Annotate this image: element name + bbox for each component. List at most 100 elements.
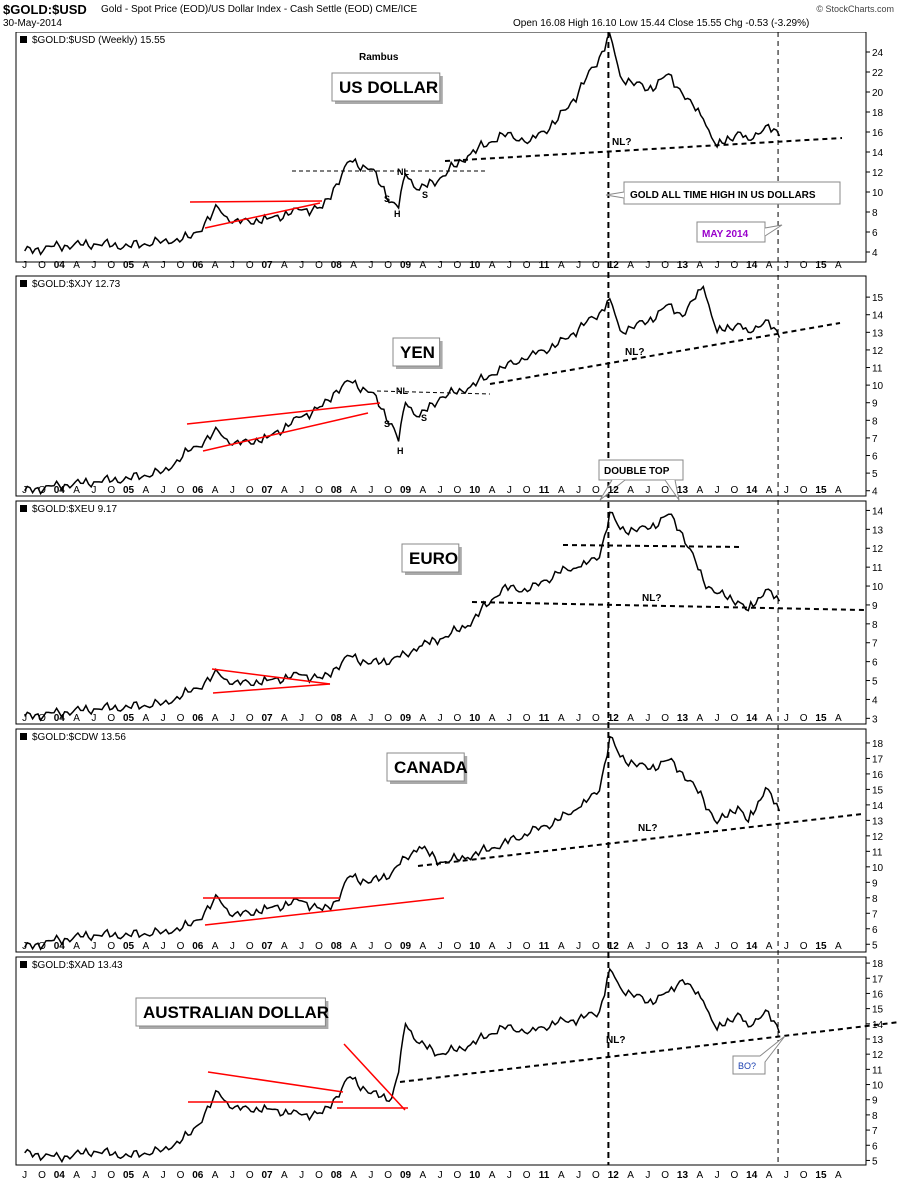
x-tick-label: J bbox=[91, 260, 96, 271]
x-tick-label: O bbox=[177, 1170, 185, 1181]
x-tick-label: O bbox=[454, 260, 462, 271]
x-tick-label: 06 bbox=[192, 713, 204, 724]
x-tick-label: A bbox=[627, 260, 634, 271]
x-tick-label: J bbox=[91, 941, 96, 952]
x-tick-label: 04 bbox=[54, 485, 66, 496]
x-tick-label: J bbox=[299, 1170, 304, 1181]
panel-legend: $GOLD:$XJY 12.73 bbox=[32, 279, 121, 290]
y-tick-label: 10 bbox=[872, 863, 884, 874]
title-box bbox=[401, 543, 460, 573]
x-tick-label: 14 bbox=[746, 713, 758, 724]
x-tick-label: J bbox=[645, 260, 650, 271]
x-tick-label: O bbox=[177, 941, 185, 952]
x-tick-label: O bbox=[384, 941, 392, 952]
x-tick-label: J bbox=[507, 485, 512, 496]
x-tick-label: O bbox=[592, 1170, 600, 1181]
x-tick-label: O bbox=[523, 485, 531, 496]
x-tick-label: A bbox=[627, 941, 634, 952]
symbol-title: $GOLD:$USD bbox=[3, 2, 87, 17]
y-tick-label: 6 bbox=[872, 452, 878, 463]
x-tick-label: J bbox=[715, 485, 720, 496]
bo-callout-box bbox=[732, 1055, 766, 1075]
x-tick-label: J bbox=[438, 941, 443, 952]
y-tick-label: 10 bbox=[872, 582, 884, 593]
x-tick-label: J bbox=[91, 485, 96, 496]
bo-label: BO? bbox=[738, 1061, 756, 1071]
x-tick-label: J bbox=[22, 260, 27, 271]
x-tick-label: O bbox=[107, 260, 115, 271]
x-tick-label: O bbox=[38, 713, 46, 724]
x-tick-label: A bbox=[419, 1170, 426, 1181]
x-tick-label: O bbox=[38, 1170, 46, 1181]
panel-legend: $GOLD:$XAD 13.43 bbox=[32, 960, 123, 971]
x-tick-label: J bbox=[299, 713, 304, 724]
y-tick-label: 5 bbox=[872, 940, 878, 951]
x-tick-label: J bbox=[22, 1170, 27, 1181]
x-tick-label: J bbox=[715, 1170, 720, 1181]
x-tick-label: A bbox=[350, 1170, 357, 1181]
x-tick-label: J bbox=[91, 713, 96, 724]
price-line bbox=[24, 285, 781, 496]
x-tick-label: 08 bbox=[331, 713, 343, 724]
y-tick-label: 9 bbox=[872, 601, 878, 612]
x-tick-label: 13 bbox=[677, 1170, 689, 1181]
title-box bbox=[392, 337, 441, 367]
y-tick-label: 8 bbox=[872, 894, 878, 905]
y-tick-label: 14 bbox=[872, 311, 884, 322]
ath-callout-label: GOLD ALL TIME HIGH IN US DOLLARS bbox=[630, 190, 816, 201]
x-tick-label: 05 bbox=[123, 1170, 135, 1181]
x-tick-label: O bbox=[454, 941, 462, 952]
x-tick-label: O bbox=[246, 713, 254, 724]
x-tick-label: 11 bbox=[539, 485, 550, 496]
y-tick-label: 24 bbox=[872, 48, 884, 59]
x-tick-label: 12 bbox=[608, 485, 620, 496]
x-tick-label: A bbox=[419, 260, 426, 271]
x-tick-label: J bbox=[161, 941, 166, 952]
x-tick-label: A bbox=[696, 485, 703, 496]
x-tick-label: 15 bbox=[815, 941, 827, 952]
y-tick-label: 20 bbox=[872, 88, 884, 99]
y-tick-label: 17 bbox=[872, 974, 884, 985]
x-tick-label: O bbox=[454, 1170, 462, 1181]
support-trendline bbox=[202, 412, 369, 452]
x-tick-label: 10 bbox=[469, 1170, 481, 1181]
x-tick-label: O bbox=[384, 485, 392, 496]
nl-trendline bbox=[444, 137, 843, 162]
nl-question-label: NL? bbox=[612, 137, 631, 148]
x-tick-label: O bbox=[731, 941, 739, 952]
y-tick-label: 11 bbox=[872, 364, 883, 375]
panel-title: US DOLLAR bbox=[339, 78, 438, 97]
panel-legend: $GOLD:$XEU 9.17 bbox=[32, 504, 117, 515]
y-tick-label: 10 bbox=[872, 1081, 884, 1092]
x-tick-label: O bbox=[38, 260, 46, 271]
x-tick-label: A bbox=[212, 260, 219, 271]
x-tick-label: A bbox=[766, 1170, 773, 1181]
x-tick-label: J bbox=[161, 260, 166, 271]
x-tick-label: J bbox=[645, 1170, 650, 1181]
x-tick-label: J bbox=[576, 713, 581, 724]
y-tick-label: 12 bbox=[872, 832, 884, 843]
x-tick-label: O bbox=[661, 485, 669, 496]
x-tick-label: O bbox=[454, 485, 462, 496]
x-tick-label: A bbox=[143, 713, 150, 724]
x-tick-label: 07 bbox=[261, 713, 273, 724]
x-tick-label: O bbox=[800, 485, 808, 496]
y-tick-label: 6 bbox=[872, 1141, 878, 1152]
y-tick-label: 13 bbox=[872, 525, 884, 536]
x-tick-label: 13 bbox=[677, 713, 689, 724]
x-tick-label: 06 bbox=[192, 485, 204, 496]
y-tick-label: 11 bbox=[872, 847, 883, 858]
x-tick-label: O bbox=[246, 1170, 254, 1181]
x-tick-label: 08 bbox=[331, 260, 343, 271]
x-tick-label: 12 bbox=[608, 260, 620, 271]
panel-title: YEN bbox=[400, 343, 435, 362]
legend-swatch bbox=[20, 733, 27, 740]
panel-legend: $GOLD:$USD (Weekly) 15.55 bbox=[32, 35, 166, 46]
x-tick-label: A bbox=[766, 941, 773, 952]
x-tick-label: A bbox=[73, 1170, 80, 1181]
x-tick-label: J bbox=[91, 1170, 96, 1181]
x-tick-label: A bbox=[143, 485, 150, 496]
x-tick-label: O bbox=[107, 713, 115, 724]
chart-canvas: 4 6 8 10 12 14 16 18 20 22 24 $GOLD:$USD (Weekly) 1… bbox=[15, 32, 900, 1181]
y-tick-label: 10 bbox=[872, 188, 884, 199]
